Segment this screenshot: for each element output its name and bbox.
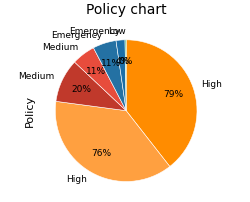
Text: 76%: 76% <box>92 149 112 158</box>
Text: Emergency: Emergency <box>51 31 102 40</box>
Text: 4%: 4% <box>115 57 129 66</box>
Text: 79%: 79% <box>163 90 183 99</box>
Wedge shape <box>56 62 126 111</box>
Y-axis label: Policy: Policy <box>25 95 35 127</box>
Text: Low: Low <box>108 27 126 36</box>
Text: Medium: Medium <box>18 72 55 81</box>
Text: High: High <box>201 80 222 89</box>
Wedge shape <box>125 40 126 111</box>
Wedge shape <box>126 40 197 166</box>
Wedge shape <box>74 48 126 111</box>
Wedge shape <box>94 41 126 111</box>
Text: High: High <box>66 175 87 184</box>
Text: 11%: 11% <box>101 59 121 68</box>
Title: Policy chart: Policy chart <box>86 3 166 17</box>
Text: 20%: 20% <box>71 85 91 94</box>
Text: Medium: Medium <box>42 43 78 52</box>
Text: Emergency: Emergency <box>69 27 120 36</box>
Text: 0%: 0% <box>118 57 133 66</box>
Wedge shape <box>116 40 126 111</box>
Text: 11%: 11% <box>86 67 106 76</box>
Wedge shape <box>55 101 170 182</box>
